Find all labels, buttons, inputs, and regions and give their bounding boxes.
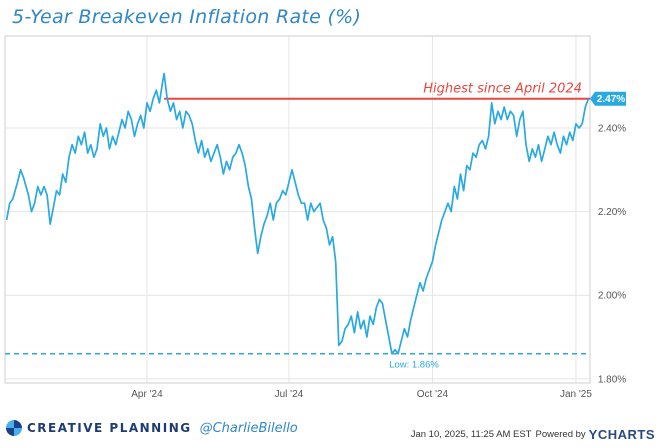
brand-name: CREATIVE PLANNING [27,421,192,435]
brand-footer: CREATIVE PLANNING @CharlieBilello [6,420,298,436]
ycharts-logo: YCHARTS [588,427,655,442]
powered-by-label: Powered by [535,429,586,440]
value-tags: 2.47% [590,91,626,106]
y-tick-label: 1.80% [598,374,626,385]
author-handle: @CharlieBilello [199,420,298,436]
plot-frame [4,35,591,384]
x-tick-label: Oct '24 [417,389,449,400]
chart-title: 5-Year Breakeven Inflation Rate (%) [12,6,362,28]
grid-lines [5,36,590,383]
highest-annotation: Highest since April 2024 [423,82,582,97]
last-value-label: 2.47% [597,94,625,105]
y-axis-ticks: 1.80% 2.00% 2.20% 2.40% [598,123,626,385]
series-line [5,72,590,355]
creative-planning-logo-icon [6,420,22,436]
x-tick-label: Jul '24 [275,389,304,400]
low-annotation: Low: 1.86% [389,360,439,371]
y-tick-label: 2.40% [598,123,626,134]
y-tick-label: 2.20% [598,207,626,218]
x-axis-ticks: Apr '24 Jul '24 Oct '24 Jan '25 [131,389,592,400]
timestamp: Jan 10, 2025, 11:25 AM EST [410,429,532,440]
source-footer: Jan 10, 2025, 11:25 AM EST Powered by YC… [411,427,655,442]
x-tick-label: Jan '25 [560,389,592,400]
last-value-tag [590,91,626,106]
y-tick-label: 2.00% [598,291,626,302]
x-tick-label: Apr '24 [131,389,163,400]
reference-lines: Highest since April 2024 Low: 1.86% [5,82,590,371]
